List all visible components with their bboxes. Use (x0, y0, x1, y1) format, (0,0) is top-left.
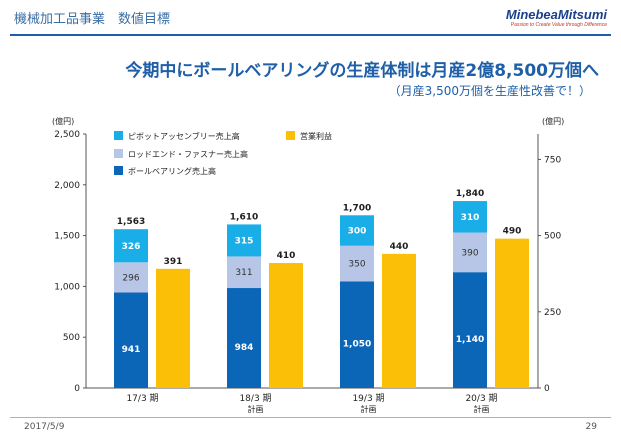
stack-total-label: 1,563 (117, 217, 145, 227)
segment-value-label: 311 (235, 268, 252, 278)
stack-bar-segment (114, 262, 148, 293)
profit-value-label: 391 (164, 257, 183, 267)
legend-swatch (114, 166, 123, 175)
stack-bar-segment (227, 288, 261, 388)
header-rule (10, 34, 611, 36)
legend-swatch (114, 149, 123, 158)
legend-swatch (286, 131, 295, 140)
stack-bar-segment (114, 292, 148, 388)
right-unit-label: (億円) (542, 116, 564, 126)
right-tick-label: 250 (544, 308, 561, 318)
category-label: 20/3 期 (465, 393, 497, 404)
segment-value-label: 390 (461, 248, 478, 258)
profit-bar (269, 263, 303, 388)
footer-date: 2017/5/9 (24, 422, 65, 432)
stack-bar-segment (227, 256, 261, 289)
segment-value-label: 315 (235, 236, 254, 246)
category-sublabel: 計画 (361, 404, 377, 414)
category-label: 19/3 期 (352, 393, 384, 404)
stack-bar-segment (453, 232, 487, 273)
stack-bar-segment (340, 245, 374, 282)
profit-bar (156, 268, 190, 388)
footer-rule (10, 417, 611, 418)
segment-value-label: 350 (348, 260, 365, 270)
left-tick-label: 0 (74, 384, 80, 394)
legend-label: 営業利益 (300, 131, 332, 141)
page-number: 29 (585, 422, 597, 432)
profit-bar (495, 238, 529, 388)
segment-value-label: 296 (122, 273, 139, 283)
category-sublabel: 計画 (248, 404, 264, 414)
stack-total-label: 1,700 (343, 203, 371, 213)
logo-wordmark: MinebeaMitsumi (505, 7, 607, 22)
stack-bar-segment (340, 281, 374, 388)
category-label: 18/3 期 (239, 393, 271, 404)
segment-value-label: 300 (348, 227, 367, 237)
legend-label: ロッドエンド・ファスナー売上高 (128, 149, 248, 159)
left-tick-label: 2,000 (54, 181, 80, 191)
brand-logo: MinebeaMitsumi Passion to Create Value t… (506, 7, 607, 28)
stack-bar-segment (340, 215, 374, 246)
segment-value-label: 310 (461, 213, 480, 223)
legend-swatch (114, 131, 123, 140)
stack-bar-segment (453, 201, 487, 233)
profit-value-label: 490 (503, 227, 522, 237)
legend-label: ボールベアリング売上高 (128, 166, 216, 176)
logo-tagline: Passion to Create Value through Differen… (510, 22, 607, 28)
right-tick-label: 750 (544, 155, 561, 165)
legend-label: ピボットアッセンブリー売上高 (128, 131, 240, 141)
segment-value-label: 1,140 (456, 335, 484, 345)
left-unit-label: (億円) (52, 116, 74, 126)
stack-bar-segment (227, 224, 261, 257)
stack-total-label: 1,610 (230, 212, 258, 222)
segment-value-label: 941 (122, 345, 141, 355)
profit-value-label: 440 (390, 242, 409, 252)
segment-value-label: 1,050 (343, 340, 371, 350)
left-tick-label: 1,000 (54, 282, 80, 292)
headline: 今期中にボールベアリングの生産体制は月産2億8,500万個へ (125, 61, 599, 81)
profit-bar (382, 253, 416, 388)
right-tick-label: 500 (544, 232, 561, 242)
stack-bar-segment (453, 272, 487, 388)
section-title: 機械加工品事業 数値目標 (14, 12, 171, 27)
left-tick-label: 500 (63, 333, 80, 343)
stack-bar-segment (114, 229, 148, 263)
subheadline: （月産3,500万個を生産性改善で！） (388, 84, 591, 98)
category-label: 17/3 期 (126, 393, 158, 404)
segment-value-label: 326 (122, 242, 141, 252)
segment-value-label: 984 (235, 343, 254, 353)
right-tick-label: 0 (544, 384, 550, 394)
profit-value-label: 410 (277, 251, 296, 261)
left-tick-label: 2,500 (54, 130, 80, 140)
stack-total-label: 1,840 (456, 189, 484, 199)
category-sublabel: 計画 (474, 404, 490, 414)
left-tick-label: 1,500 (54, 232, 80, 242)
